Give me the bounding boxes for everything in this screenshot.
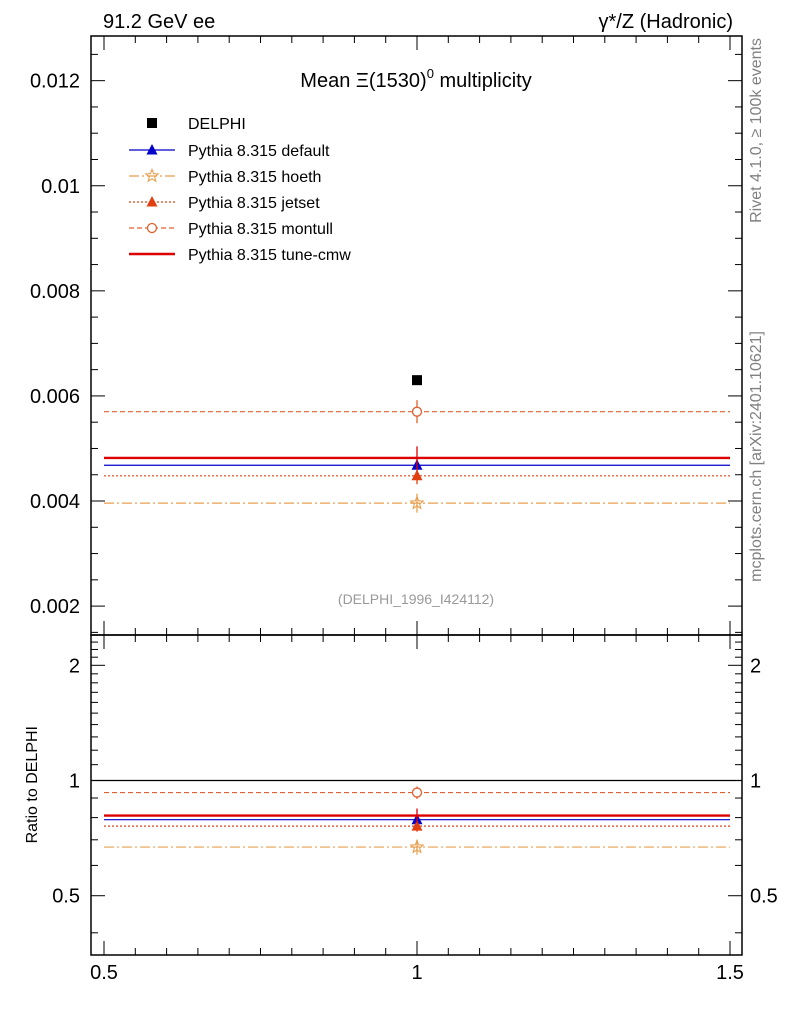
legend-label-hoeth: Pythia 8.315 hoeth (188, 169, 321, 186)
x-tick-label: 1.5 (716, 962, 744, 984)
legend-label-jetset: Pythia 8.315 jetset (188, 195, 320, 212)
x-tick-label: 0.5 (90, 962, 118, 984)
legend: DELPHI Pythia 8.315 default Pythia 8.315 … (129, 116, 351, 264)
ratio-ylabel: Ratio to DELPHI (24, 726, 41, 843)
y-tick-label-main: 0.002 (30, 596, 80, 618)
main-title-sup: 0 (427, 66, 434, 81)
legend-marker-delphi (147, 118, 157, 128)
mcplots-label: mcplots.cern.ch [arXiv:2401.10621] (748, 331, 765, 582)
y-tick-label-ratio-right: 0.5 (750, 886, 778, 908)
main-title-suffix: multiplicity (434, 70, 532, 92)
ratio-marker-jetset (411, 820, 423, 831)
series-marker-jetset (411, 469, 423, 481)
analysis-watermark: (DELPHI_1996_I424112) (338, 591, 494, 607)
y-tick-label-main: 0.004 (30, 491, 80, 513)
main-series-group (104, 375, 730, 513)
y-tick-label-ratio-right: 2 (750, 655, 761, 677)
x-tick-label: 1 (411, 962, 422, 984)
legend-marker-hoeth (144, 167, 160, 183)
ratio-axis-ticks: 0.5 0.5 1 1 2 2 0.5 1 1.5 (52, 635, 778, 984)
header-right: γ*/Z (Hadronic) (599, 11, 733, 33)
ratio-series-group (104, 786, 730, 855)
main-axis-ticks: 0.002 0.004 0.006 0.008 0.01 0.012 (30, 36, 742, 635)
header-left: 91.2 GeV ee (103, 11, 215, 33)
main-title-text: Mean Ξ(1530) (300, 70, 426, 92)
series-marker-montull (411, 406, 423, 417)
rivet-label: Rivet 4.1.0, ≥ 100k events (748, 38, 765, 223)
y-tick-label-ratio: 0.5 (52, 886, 80, 908)
legend-label-tune-cmw: Pythia 8.315 tune-cmw (188, 247, 351, 264)
legend-marker-default (146, 144, 158, 155)
y-tick-label-ratio-right: 1 (750, 771, 761, 793)
ratio-marker-hoeth (409, 839, 425, 854)
y-tick-label-ratio: 2 (69, 655, 80, 677)
ratio-marker-montull (411, 787, 423, 798)
legend-label-delphi: DELPHI (188, 116, 246, 133)
legend-label-montull: Pythia 8.315 montull (188, 221, 333, 238)
series-marker-hoeth (409, 495, 425, 510)
y-tick-label-main: 0.012 (30, 71, 80, 93)
y-tick-label-main: 0.01 (41, 176, 80, 198)
main-title: Mean Ξ(1530)0 multiplicity (300, 66, 531, 92)
legend-label-default: Pythia 8.315 default (188, 143, 330, 160)
y-tick-label-main: 0.008 (30, 281, 80, 303)
legend-marker-jetset (146, 196, 158, 207)
legend-marker-montull (146, 222, 158, 234)
y-tick-label-main: 0.006 (30, 386, 80, 408)
data-point-delphi (412, 375, 422, 386)
y-tick-label-ratio: 1 (69, 771, 80, 793)
